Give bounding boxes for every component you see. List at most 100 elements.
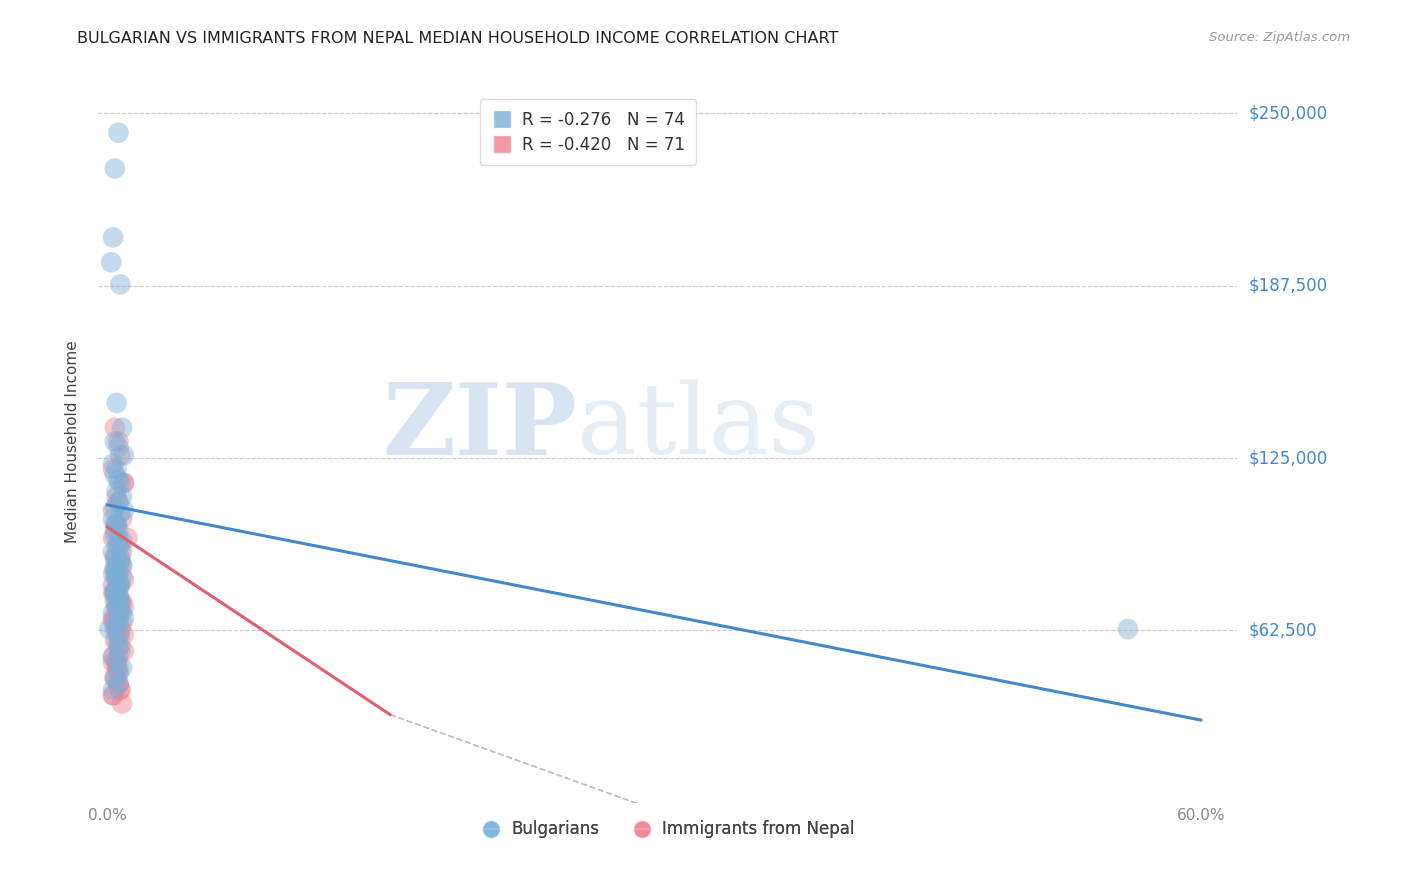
Point <box>112 475 135 490</box>
Point <box>107 434 129 449</box>
Point <box>105 573 128 587</box>
Point <box>104 467 127 482</box>
Point <box>111 490 134 504</box>
Point <box>107 523 129 537</box>
Point <box>107 539 129 553</box>
Point <box>110 627 132 641</box>
Point <box>104 434 127 449</box>
Point <box>101 655 124 669</box>
Point <box>104 672 127 686</box>
Point <box>107 495 129 509</box>
Point <box>105 539 128 553</box>
Point <box>107 677 129 691</box>
Point <box>101 611 124 625</box>
Point <box>101 682 124 697</box>
Point <box>101 512 124 526</box>
Point <box>110 599 132 614</box>
Point <box>107 677 129 691</box>
Point <box>104 161 127 176</box>
Point <box>104 421 127 435</box>
Point <box>107 639 129 653</box>
Point <box>112 627 135 641</box>
Point <box>111 697 134 711</box>
Point <box>105 550 128 565</box>
Point <box>105 655 128 669</box>
Point <box>104 622 127 636</box>
Point <box>110 578 132 592</box>
Point <box>107 606 129 620</box>
Point <box>107 599 129 614</box>
Point <box>107 589 129 603</box>
Point <box>110 475 132 490</box>
Point <box>107 578 129 592</box>
Point <box>107 566 129 581</box>
Point <box>101 649 124 664</box>
Point <box>110 506 132 520</box>
Point <box>110 644 132 658</box>
Point <box>101 545 124 559</box>
Point <box>105 599 128 614</box>
Point <box>104 550 127 565</box>
Point <box>112 573 135 587</box>
Point <box>105 490 128 504</box>
Point <box>104 561 127 575</box>
Point <box>101 614 124 628</box>
Point <box>101 578 124 592</box>
Point <box>111 606 134 620</box>
Point <box>105 484 128 499</box>
Text: $187,500: $187,500 <box>1249 277 1327 294</box>
Point <box>112 599 135 614</box>
Point <box>105 396 128 410</box>
Point <box>104 633 127 648</box>
Point <box>111 533 134 548</box>
Text: $125,000: $125,000 <box>1249 449 1327 467</box>
Point <box>101 503 124 517</box>
Point <box>112 503 135 517</box>
Point <box>110 622 132 636</box>
Point <box>107 677 129 691</box>
Point <box>105 583 128 598</box>
Point <box>111 616 134 631</box>
Point <box>105 517 128 532</box>
Point <box>104 614 127 628</box>
Point <box>110 594 132 608</box>
Point <box>104 561 127 575</box>
Point <box>98 622 121 636</box>
Point <box>112 644 135 658</box>
Text: $62,500: $62,500 <box>1249 622 1317 640</box>
Point <box>105 462 128 476</box>
Point <box>101 566 124 581</box>
Point <box>111 661 134 675</box>
Point <box>107 614 129 628</box>
Point <box>111 421 134 435</box>
Point <box>104 586 127 600</box>
Point <box>107 649 129 664</box>
Legend: Bulgarians, Immigrants from Nepal: Bulgarians, Immigrants from Nepal <box>474 814 862 845</box>
Point <box>110 277 132 292</box>
Point <box>105 566 128 581</box>
Point <box>105 622 128 636</box>
Point <box>104 566 127 581</box>
Point <box>107 606 129 620</box>
Point <box>105 573 128 587</box>
Point <box>107 627 129 641</box>
Point <box>107 556 129 570</box>
Point <box>105 633 128 648</box>
Point <box>112 611 135 625</box>
Point <box>105 558 128 573</box>
Point <box>105 661 128 675</box>
Text: $250,000: $250,000 <box>1249 104 1327 122</box>
Text: Source: ZipAtlas.com: Source: ZipAtlas.com <box>1209 31 1350 45</box>
Point <box>110 556 132 570</box>
Point <box>107 473 129 487</box>
Point <box>107 666 129 681</box>
Point <box>111 569 134 583</box>
Y-axis label: Median Household Income: Median Household Income <box>65 340 80 543</box>
Point <box>104 672 127 686</box>
Point <box>101 462 124 476</box>
Point <box>107 495 129 509</box>
Point <box>101 531 124 545</box>
Point <box>105 655 128 669</box>
Text: ZIP: ZIP <box>382 378 576 475</box>
Point <box>101 688 124 702</box>
